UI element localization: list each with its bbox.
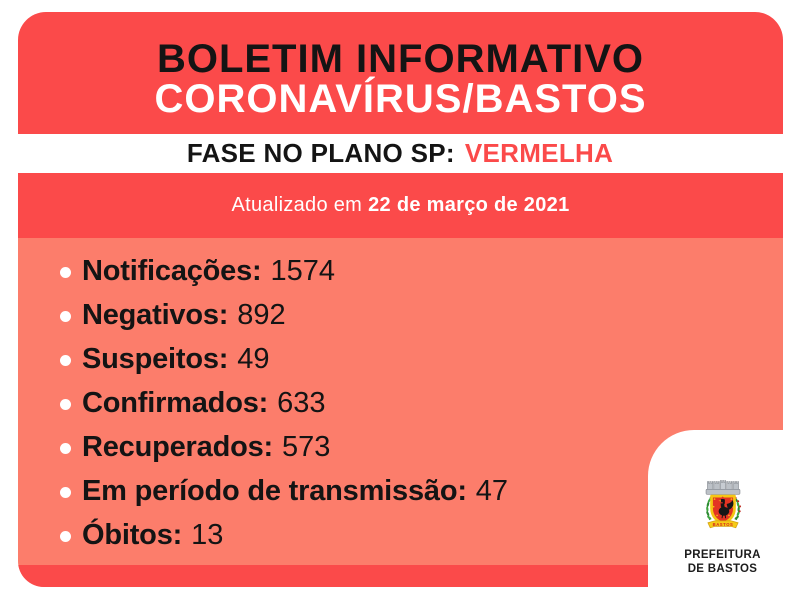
stat-value: 1574: [270, 254, 336, 287]
bottom-red-strip: [18, 565, 783, 587]
stat-row-obitos: Óbitos: 13: [60, 513, 783, 557]
stat-row-transmissao: Em período de transmissão: 47: [60, 469, 783, 513]
bulletin-title: BOLETIM INFORMATIVO: [156, 37, 645, 81]
stat-row-recuperados: Recuperados: 573: [60, 425, 783, 469]
bullet-icon: [60, 266, 71, 278]
bullet-icon: [60, 486, 71, 498]
stat-value: 13: [191, 518, 224, 551]
update-prefix: Atualizado em: [231, 194, 363, 216]
bullet-icon: [60, 442, 71, 454]
bulletin-subtitle: CORONAVÍRUS/BASTOS: [154, 77, 647, 121]
update-banner: Atualizado em 22 de março de 2021: [18, 173, 783, 238]
stat-value: 892: [237, 298, 286, 331]
org-name: PREFEITURA DE BASTOS: [684, 549, 760, 576]
stat-value: 633: [277, 386, 326, 419]
bastos-coat-of-arms-icon: BASTOS: [705, 480, 741, 529]
stat-value: 49: [237, 342, 270, 375]
stat-label: Em período de transmissão:: [82, 474, 467, 507]
title-block: BOLETIM INFORMATIVO CORONAVÍRUS/BASTOS: [18, 12, 783, 134]
stats-card: Atualizado em 22 de março de 2021 Notifi…: [18, 173, 783, 587]
stat-row-negativos: Negativos: 892: [60, 293, 783, 337]
stat-label: Negativos:: [82, 298, 229, 331]
bullet-icon: [60, 398, 71, 410]
crest-banner-scroll: BASTOS: [707, 520, 738, 529]
phase-band: FASE NO PLANO SP: VERMELHA: [0, 134, 800, 173]
phase-label: FASE NO PLANO SP:: [186, 138, 455, 168]
stat-label: Suspeitos:: [82, 342, 229, 375]
crest-crown: [705, 480, 740, 495]
bullet-icon: [60, 530, 71, 542]
crest-banner-text: BASTOS: [712, 522, 733, 527]
stat-value: 573: [282, 430, 331, 463]
stats-list: Notificações: 1574 Negativos: 892 Suspei…: [18, 238, 783, 565]
crest-rooster-icon: [718, 496, 733, 519]
bullet-icon: [60, 310, 71, 322]
bullet-icon: [60, 354, 71, 366]
stat-row-notificacoes: Notificações: 1574: [60, 249, 783, 293]
org-name-line1: PREFEITURA: [684, 549, 761, 561]
stat-label: Recuperados:: [82, 430, 273, 463]
phase-value: VERMELHA: [464, 138, 614, 168]
stat-label: Óbitos:: [82, 518, 183, 551]
stat-row-confirmados: Confirmados: 633: [60, 381, 783, 425]
org-name-line2: DE BASTOS: [687, 562, 758, 575]
stat-row-suspeitos: Suspeitos: 49: [60, 337, 783, 381]
city-hall-badge: BASTOS PREFEITURA DE BASTOS: [648, 430, 783, 587]
update-date: 22 de março de 2021: [368, 194, 570, 216]
stat-label: Confirmados:: [82, 386, 269, 419]
stat-label: Notificações:: [82, 254, 262, 287]
stat-value: 47: [475, 474, 509, 507]
